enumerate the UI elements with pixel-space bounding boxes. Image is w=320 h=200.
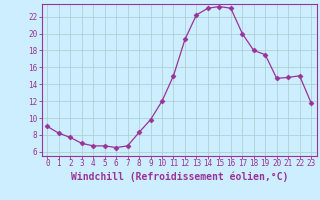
X-axis label: Windchill (Refroidissement éolien,°C): Windchill (Refroidissement éolien,°C) [70, 171, 288, 182]
